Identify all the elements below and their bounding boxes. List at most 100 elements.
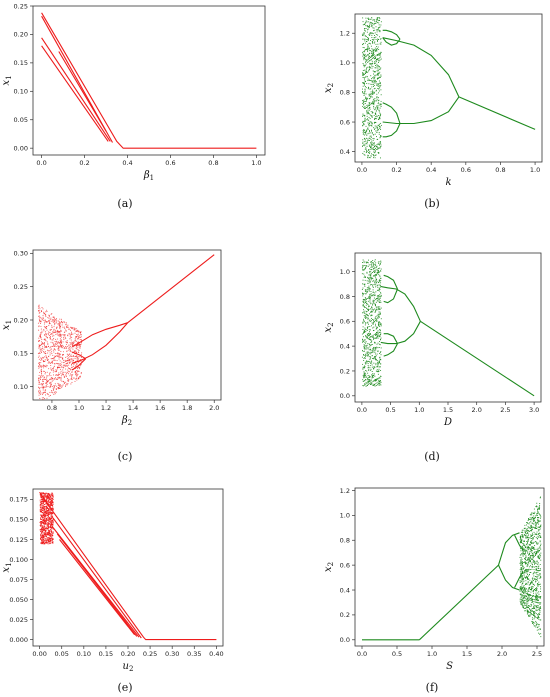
scatter-point (51, 502, 53, 503)
scatter-point (375, 358, 377, 360)
scatter-point (364, 290, 366, 292)
scatter-point (525, 550, 526, 552)
scatter-point (369, 132, 371, 134)
scatter-point (379, 322, 381, 323)
scatter-point (365, 25, 367, 27)
scatter-point (48, 524, 50, 526)
scatter-point (367, 97, 369, 99)
scatter-point (371, 34, 373, 36)
scatter-point (531, 580, 533, 582)
scatter-point (40, 525, 42, 527)
scatter-point (51, 538, 53, 540)
scatter-point (48, 529, 50, 531)
x-tick-label: 1.8 (182, 404, 192, 412)
scatter-point (371, 86, 373, 88)
scatter-point (531, 552, 533, 554)
scatter-point (368, 343, 370, 345)
scatter-point (378, 360, 380, 362)
scatter-point (362, 133, 364, 135)
scatter-point (37, 356, 40, 358)
scatter-point (375, 130, 377, 132)
scatter-point (50, 530, 52, 532)
scatter-point (374, 270, 376, 272)
scatter-point (365, 58, 367, 60)
scatter-point (365, 335, 367, 337)
scatter-point (533, 531, 535, 533)
scatter-point (369, 50, 371, 52)
scatter-point (46, 526, 48, 528)
scatter-point (380, 56, 382, 58)
scatter-point (55, 388, 57, 390)
scatter-point (63, 335, 65, 337)
scatter-point (370, 59, 372, 61)
scatter-point (44, 540, 46, 542)
scatter-point (371, 366, 373, 368)
scatter-point (368, 329, 370, 331)
scatter-point (47, 522, 49, 524)
scatter-point (42, 381, 44, 383)
scatter-point (378, 360, 380, 362)
scatter-point (366, 31, 368, 33)
scatter-point (363, 318, 365, 320)
scatter-point (370, 57, 372, 58)
scatter-point (532, 586, 534, 588)
scatter-point (520, 536, 521, 538)
scatter-point (362, 142, 364, 144)
scatter-point (57, 354, 59, 357)
scatter-point (369, 138, 371, 140)
scatter-point (75, 365, 77, 367)
scatter-point (362, 375, 364, 377)
y-tick-label: 0.175 (9, 496, 28, 504)
scatter-point (366, 141, 368, 143)
scatter-point (540, 586, 541, 588)
scatter-point (373, 54, 374, 56)
scatter-point (45, 386, 48, 388)
scatter-point (371, 54, 373, 56)
scatter-point (47, 534, 49, 536)
scatter-point (362, 329, 364, 330)
scatter-point (40, 392, 42, 394)
scatter-point (375, 49, 377, 51)
scatter-point (363, 293, 364, 295)
scatter-point (45, 508, 47, 510)
scatter-point (41, 539, 43, 541)
scatter-point (52, 541, 54, 543)
scatter-point (533, 541, 535, 543)
scatter-point (531, 554, 532, 556)
branch-line (382, 102, 401, 124)
scatter-point (375, 319, 377, 321)
scatter-point (369, 296, 371, 298)
scatter-point (378, 62, 379, 64)
scatter-point (42, 500, 44, 502)
scatter-point (40, 362, 42, 364)
scatter-point (377, 332, 379, 334)
scatter-point (379, 107, 381, 109)
scatter-point (539, 557, 541, 558)
scatter-point (44, 539, 46, 541)
scatter-point (40, 529, 42, 531)
scatter-point (49, 537, 51, 539)
scatter-point (52, 321, 54, 323)
scatter-point (526, 544, 527, 546)
scatter-point (379, 383, 381, 385)
scatter-point (371, 148, 373, 149)
scatter-point (375, 347, 377, 349)
scatter-point (59, 325, 61, 328)
scatter-point (38, 315, 40, 317)
scatter-point (379, 287, 381, 289)
scatter-point (374, 260, 376, 262)
scatter-point (522, 590, 524, 591)
scatter-point (529, 560, 531, 562)
scatter-point (51, 501, 53, 503)
scatter-point (42, 538, 44, 540)
scatter-point (364, 54, 366, 56)
scatter-point (59, 335, 61, 338)
scatter-point (362, 279, 364, 281)
scatter-point (376, 346, 378, 348)
scatter-point (521, 600, 523, 602)
scatter-point (521, 541, 522, 543)
scatter-point (51, 534, 53, 536)
scatter-point (52, 388, 54, 390)
scatter-point (363, 121, 365, 123)
scatter-point (46, 520, 47, 522)
